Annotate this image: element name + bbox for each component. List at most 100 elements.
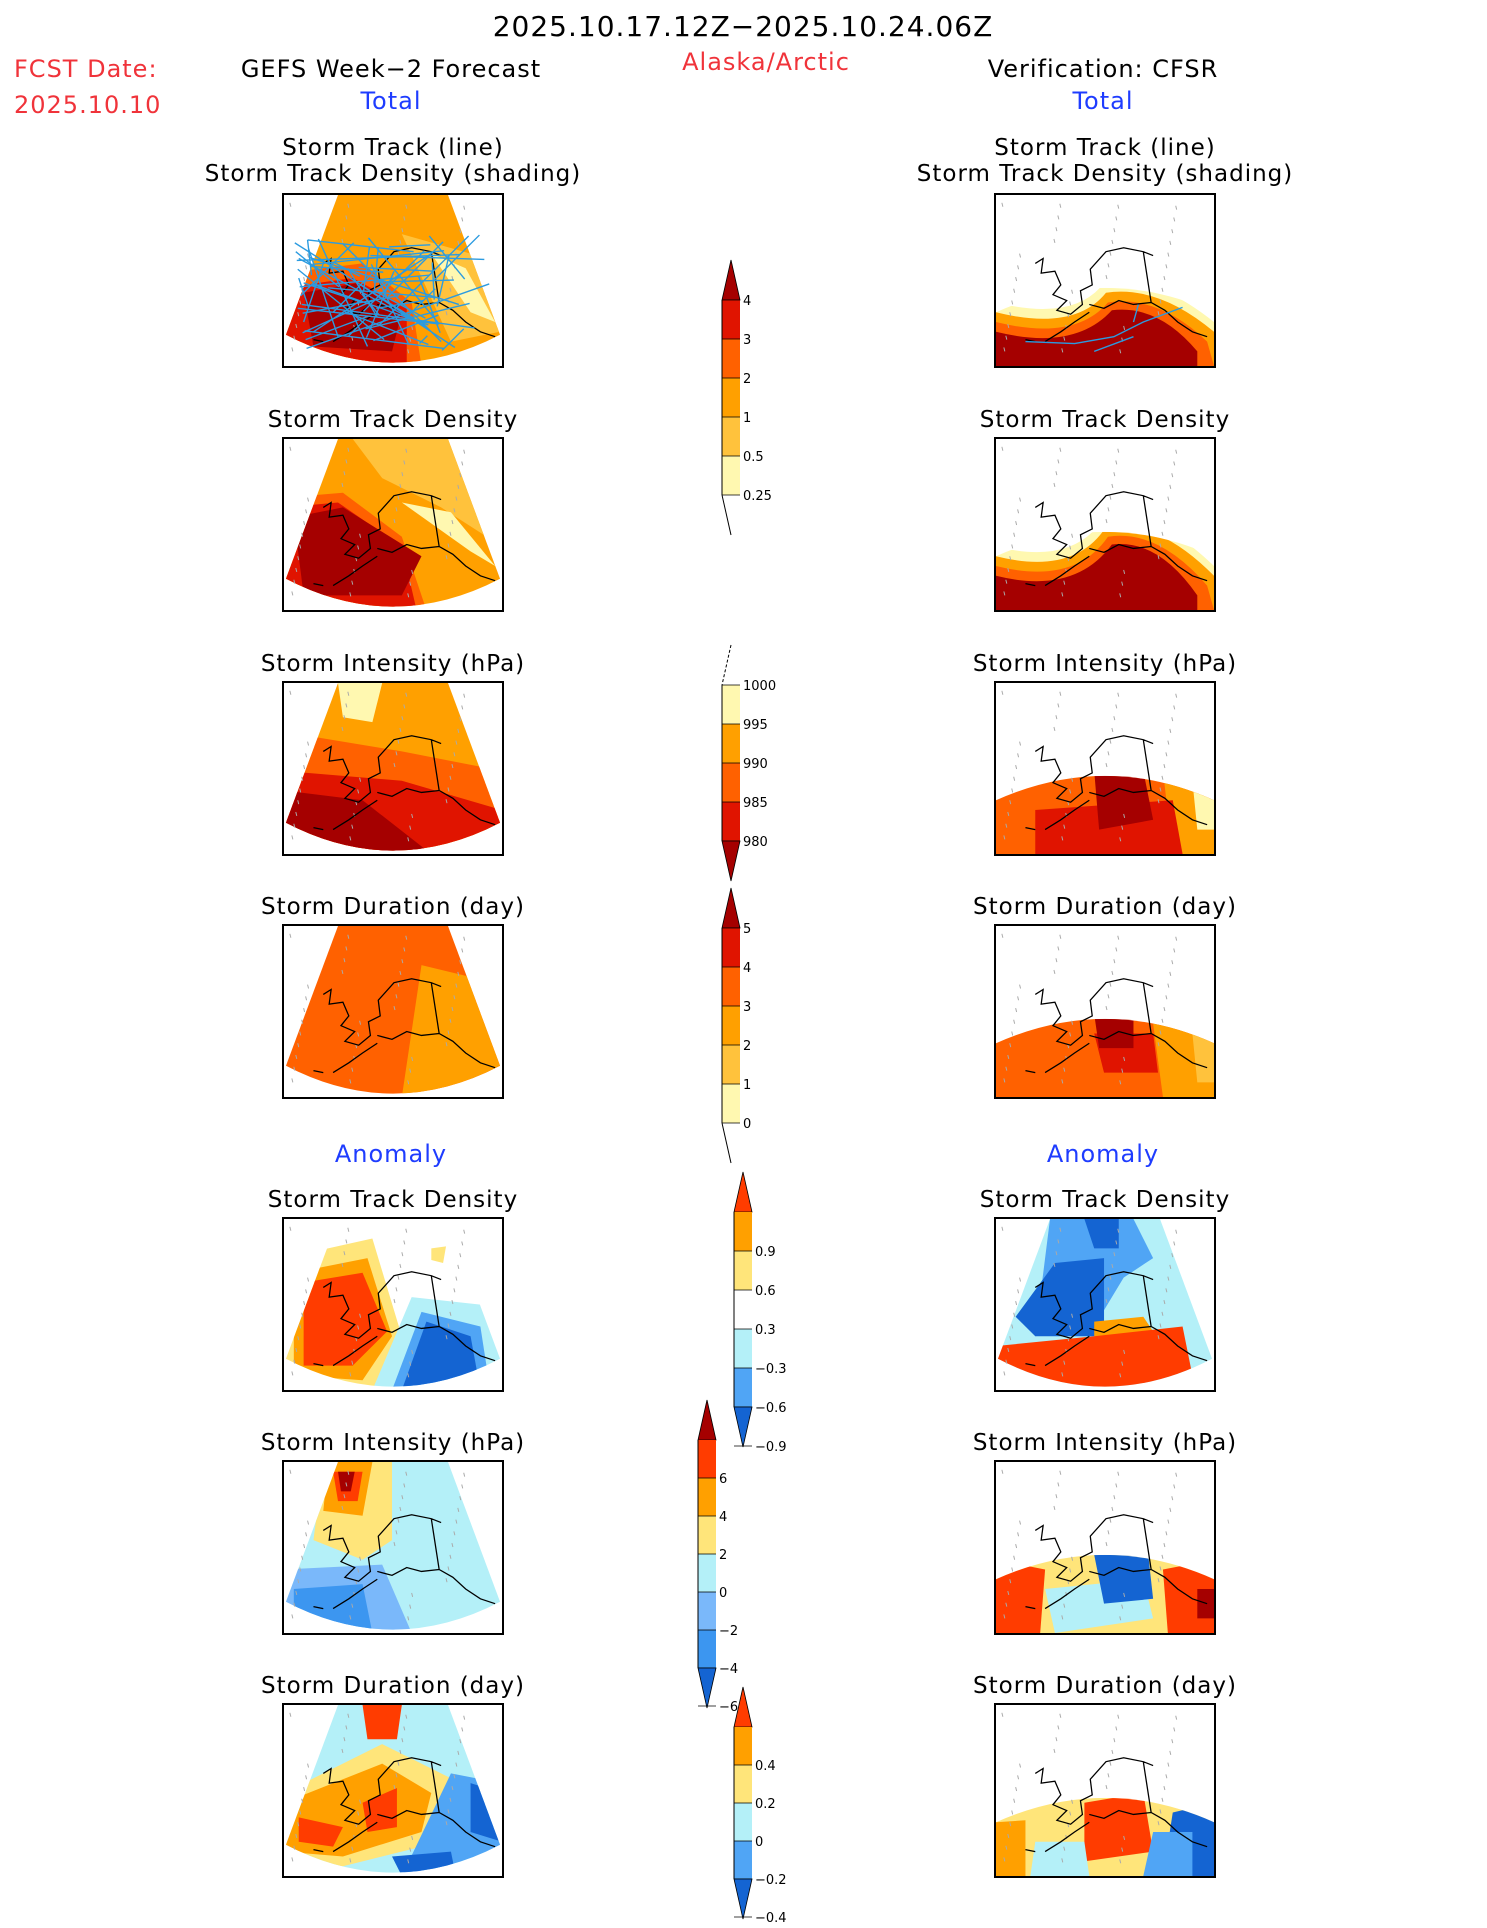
colorbar-segment xyxy=(734,1803,752,1841)
colorbar-segment xyxy=(722,724,740,763)
panel-title: Storm Track Density (shading) xyxy=(204,161,582,187)
colorbar-density_total: 4 3 2 1 0.5 0.25 xyxy=(721,259,812,544)
colorbar-segment xyxy=(698,1630,716,1668)
panel-title: Storm Track Density xyxy=(267,407,519,433)
colorbar-extend-min xyxy=(697,1667,717,1709)
colorbar-tick-label: −6 xyxy=(719,1700,738,1715)
map-panel-cfsr-anom-density xyxy=(994,1217,1216,1392)
colorbar-tick-label: 2 xyxy=(743,372,751,387)
map-fcst-total-duration xyxy=(285,926,501,1094)
map-cfsr-total-density xyxy=(996,446,1214,610)
map-panel-fcst-total-density xyxy=(282,437,504,612)
map-panel-fcst-anom-duration xyxy=(282,1703,504,1878)
panel-title: Storm Track Density xyxy=(979,1187,1231,1213)
colorbar-segment xyxy=(722,1045,740,1084)
colorbar-segment xyxy=(722,378,740,417)
map-fcst-anom-intensity xyxy=(285,1462,501,1630)
panel-title: Storm Intensity (hPa) xyxy=(972,1430,1238,1456)
colorbar-extend-max xyxy=(733,1686,753,1728)
map-fcst-total-track xyxy=(285,195,501,363)
colorbar-segment xyxy=(734,1329,752,1368)
colorbar-segment xyxy=(722,802,740,841)
colorbar-extend-min xyxy=(733,1406,753,1448)
colorbar-tick-label: 0 xyxy=(755,1835,763,1850)
panel-title: Storm Duration (day) xyxy=(973,1673,1237,1699)
colorbar-segment xyxy=(722,300,740,339)
forecast-anomaly-label: Anomaly xyxy=(334,1140,448,1168)
colorbar-tick-label: 0.4 xyxy=(755,1759,776,1774)
map-panel-fcst-total-duration xyxy=(282,924,504,1099)
colorbar-extend-max xyxy=(721,259,741,301)
colorbar-tick-label: 0.6 xyxy=(755,1284,776,1299)
colorbar-duration_total: 5 4 3 2 1 0 xyxy=(721,887,812,1172)
panel-title: Storm Duration (day) xyxy=(973,894,1237,920)
colorbar-tick-label: 2 xyxy=(743,1039,751,1054)
verification-column-title: Verification: CFSR xyxy=(987,55,1219,83)
panel-title: Storm Track (line) xyxy=(994,135,1216,161)
colorbar-segment xyxy=(734,1765,752,1803)
region-label: Alaska/Arctic xyxy=(682,48,850,76)
colorbar-intensity_anom: 6 4 2 0 −2 −4 −6 xyxy=(697,1399,788,1717)
panel-title: Storm Intensity (hPa) xyxy=(260,651,526,677)
colorbar-tick-label: 3 xyxy=(743,333,751,348)
colorbar-tick-label: 0.5 xyxy=(743,450,764,465)
panel-title: Storm Duration (day) xyxy=(261,1673,525,1699)
fcst-date-value: 2025.10.10 xyxy=(14,91,162,119)
colorbar-tick-label: 0.3 xyxy=(755,1323,776,1338)
colorbar-segment xyxy=(722,1006,740,1045)
colorbar-segment xyxy=(722,685,740,724)
map-cfsr-total-duration xyxy=(996,933,1214,1097)
colorbar-tick-label: 2 xyxy=(719,1548,727,1563)
colorbar-segment xyxy=(734,1727,752,1765)
colorbar-tick-label: 0.9 xyxy=(755,1245,776,1260)
colorbar-segment xyxy=(734,1841,752,1879)
colorbar-segment xyxy=(722,967,740,1006)
panel-title: Storm Track Density xyxy=(267,1187,519,1213)
colorbar-segment xyxy=(722,417,740,456)
forecast-column-title: GEFS Week−2 Forecast xyxy=(240,55,542,83)
period-title: 2025.10.17.12Z−2025.10.24.06Z xyxy=(492,10,994,43)
map-panel-fcst-total-intensity xyxy=(282,681,504,856)
colorbar-tick-label: −4 xyxy=(719,1662,738,1677)
colorbar-extend-max xyxy=(733,1171,753,1213)
colorbar-segment xyxy=(722,763,740,802)
map-panel-cfsr-total-density xyxy=(994,437,1216,612)
map-fcst-total-density xyxy=(285,439,501,607)
colorbar-tick-label: 985 xyxy=(743,796,768,811)
colorbar-tick-label: 6 xyxy=(719,1472,727,1487)
colorbar-extend-max xyxy=(721,887,741,929)
map-fcst-anom-density xyxy=(285,1219,501,1387)
colorbar-tick-label: 1000 xyxy=(743,679,776,694)
colorbar-segment xyxy=(722,928,740,967)
colorbar-segment xyxy=(734,1290,752,1329)
colorbar-segment xyxy=(734,1251,752,1290)
colorbar-segment xyxy=(722,339,740,378)
colorbar-tick-label: 5 xyxy=(743,922,751,937)
map-panel-cfsr-total-intensity xyxy=(994,681,1216,856)
colorbar-tick-label: 1 xyxy=(743,411,751,426)
panel-title: Storm Intensity (hPa) xyxy=(972,651,1238,677)
colorbar-segment xyxy=(722,1084,740,1123)
colorbar-tick-label: 990 xyxy=(743,757,768,772)
panel-title: Storm Track Density xyxy=(979,407,1231,433)
colorbar-tick-label: 4 xyxy=(719,1510,727,1525)
map-panel-fcst-anom-density xyxy=(282,1217,504,1392)
colorbar-segment xyxy=(698,1592,716,1630)
map-panel-cfsr-anom-duration xyxy=(994,1703,1216,1878)
colorbar-tick-label: −2 xyxy=(719,1624,738,1639)
map-cfsr-anom-intensity xyxy=(996,1469,1214,1633)
panel-title: Storm Duration (day) xyxy=(261,894,525,920)
panel-title: Storm Intensity (hPa) xyxy=(260,1430,526,1456)
verification-total-label: Total xyxy=(1072,87,1134,115)
panel-title: Storm Track (line) xyxy=(282,135,504,161)
colorbar-tick-label: 1 xyxy=(743,1078,751,1093)
colorbar-segment xyxy=(698,1478,716,1516)
colorbar-tick-label: 4 xyxy=(743,961,751,976)
map-cfsr-total-track xyxy=(996,202,1214,366)
colorbar-tick-label: 3 xyxy=(743,1000,751,1015)
forecast-total-label: Total xyxy=(360,87,422,115)
map-fcst-anom-duration xyxy=(285,1705,501,1873)
fcst-date-label: FCST Date: xyxy=(14,55,158,83)
map-panel-fcst-anom-intensity xyxy=(282,1460,504,1635)
colorbar-tick-label: −0.2 xyxy=(755,1873,787,1888)
